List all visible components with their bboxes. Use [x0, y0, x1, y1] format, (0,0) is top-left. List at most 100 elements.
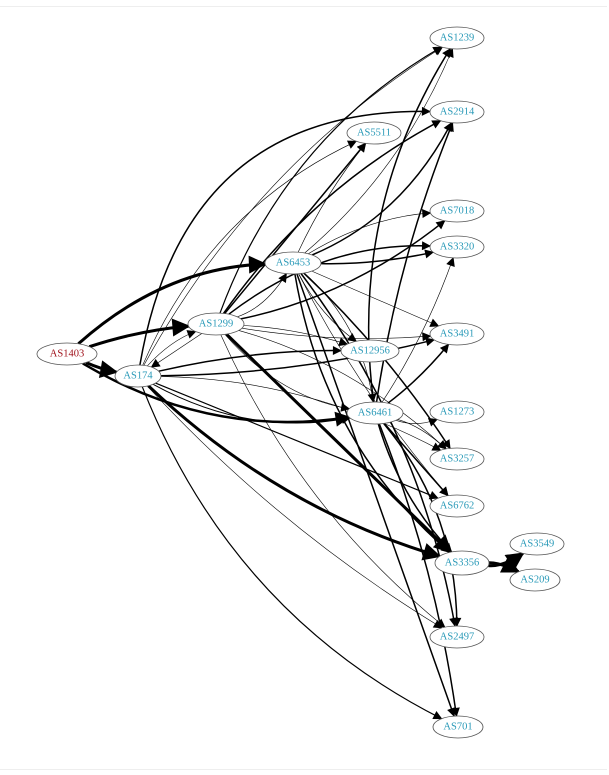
- edge-AS174-AS2497: [147, 385, 443, 629]
- node-ellipse: [36, 342, 98, 366]
- edge-AS6461-AS3491: [387, 343, 450, 404]
- node-label: AS1299: [199, 319, 233, 330]
- node-AS1403[interactable]: AS1403: [36, 342, 98, 366]
- edge-AS6461-AS3356: [377, 423, 453, 553]
- node-AS6762[interactable]: AS6762: [429, 494, 485, 518]
- edge-AS1299-AS1239: [219, 46, 443, 314]
- node-ellipse: [340, 339, 400, 363]
- nodes-layer: AS1403 AS174 AS1299 AS6453 AS5511 AS12956 AS64…: [36, 26, 565, 739]
- edge-AS1299-AS3257: [238, 330, 447, 450]
- edge-AS6461-AS3257: [397, 419, 447, 450]
- node-AS3257[interactable]: AS3257: [429, 447, 485, 471]
- node-ellipse: [429, 400, 485, 424]
- node-ellipse: [429, 322, 485, 346]
- edge-AS174-AS701: [141, 386, 443, 720]
- node-ellipse: [346, 401, 404, 425]
- edge-AS1299-AS174: [150, 333, 202, 368]
- edge-AS1299-AS3491: [241, 327, 432, 342]
- edge-AS174-AS2914: [139, 106, 431, 366]
- node-AS6461[interactable]: AS6461: [346, 401, 404, 425]
- node-ellipse: [509, 568, 561, 592]
- edge-AS1403-AS6453: [77, 255, 267, 345]
- edge-AS1403-AS174: [85, 360, 119, 379]
- edge-AS174-AS3257: [160, 376, 442, 451]
- node-AS2914[interactable]: AS2914: [429, 100, 485, 124]
- edge-AS1299-AS5511: [224, 142, 366, 314]
- node-AS1273[interactable]: AS1273: [429, 400, 485, 424]
- node-AS2497[interactable]: AS2497: [429, 625, 485, 649]
- node-label: AS2497: [440, 632, 474, 643]
- node-ellipse: [429, 625, 485, 649]
- edge-AS6453-AS12956: [298, 273, 358, 342]
- node-AS3491[interactable]: AS3491: [429, 322, 485, 346]
- node-AS5511[interactable]: AS5511: [346, 121, 402, 145]
- node-label: AS6461: [358, 408, 392, 419]
- edge-AS174-AS3491: [160, 337, 435, 377]
- node-AS3356[interactable]: AS3356: [434, 550, 490, 576]
- node-ellipse: [429, 447, 485, 471]
- node-AS174[interactable]: AS174: [114, 364, 162, 388]
- node-ellipse: [187, 312, 245, 336]
- node-ellipse: [434, 550, 490, 576]
- edge-AS6453-AS701: [296, 273, 456, 717]
- node-AS6453[interactable]: AS6453: [264, 251, 322, 275]
- edge-AS6453-AS1239: [304, 47, 454, 254]
- node-label: AS7018: [440, 206, 474, 217]
- node-AS701[interactable]: AS701: [432, 715, 484, 739]
- node-label: AS5511: [357, 128, 391, 139]
- edge-AS6453-AS2497: [300, 273, 458, 627]
- node-ellipse: [346, 121, 402, 145]
- node-label: AS1239: [440, 33, 474, 44]
- node-label: AS1403: [50, 349, 84, 360]
- edge-AS6453-AS5511: [297, 142, 367, 253]
- node-ellipse: [429, 100, 485, 124]
- edge-AS174-AS1239: [143, 46, 444, 366]
- edge-AS6453-AS7018: [308, 208, 432, 255]
- edge-AS6453-AS3356: [294, 273, 451, 553]
- edge-AS1299-AS6461: [224, 334, 351, 412]
- edge-AS6461-AS701: [378, 423, 460, 717]
- node-label: AS1273: [440, 407, 474, 418]
- edge-AS6461-AS2497: [383, 423, 462, 627]
- node-label: AS3491: [440, 329, 474, 340]
- node-label: AS6762: [440, 501, 474, 512]
- edge-AS1299-AS6453: [237, 272, 287, 318]
- graph-frame: [0, 6, 607, 770]
- edge-AS6461-AS2914: [375, 122, 454, 403]
- edge-AS1299-AS7018: [240, 220, 446, 320]
- node-ellipse: [429, 26, 485, 50]
- node-ellipse: [429, 199, 485, 223]
- node-label: AS3356: [445, 558, 479, 569]
- edges-layer: [77, 46, 525, 720]
- edge-AS3356-AS209: [488, 556, 521, 574]
- node-label: AS12956: [350, 346, 390, 357]
- node-AS1299[interactable]: AS1299: [187, 312, 245, 336]
- edge-AS174-AS12956: [158, 346, 342, 372]
- node-label: AS209: [520, 575, 549, 586]
- edge-AS6461-AS6762: [383, 422, 449, 497]
- edge-AS1299-AS2914: [222, 120, 442, 314]
- node-AS209[interactable]: AS209: [509, 568, 561, 592]
- edge-AS6453-AS6762: [298, 273, 449, 497]
- edge-AS6453-AS3491: [311, 270, 440, 327]
- node-ellipse: [264, 251, 322, 275]
- node-AS1239[interactable]: AS1239: [429, 26, 485, 50]
- node-label: AS174: [123, 371, 153, 382]
- edge-AS174-AS5511: [142, 140, 358, 366]
- edge-AS1403-AS1299: [88, 318, 191, 349]
- node-ellipse: [114, 364, 162, 388]
- node-ellipse: [429, 235, 485, 259]
- node-ellipse: [509, 532, 565, 556]
- node-AS7018[interactable]: AS7018: [429, 199, 485, 223]
- node-AS3549[interactable]: AS3549: [509, 532, 565, 556]
- node-AS3320[interactable]: AS3320: [429, 235, 485, 259]
- edge-AS174-AS6461: [152, 383, 351, 424]
- edge-AS6453-AS2914: [311, 122, 453, 256]
- node-label: AS701: [443, 722, 472, 733]
- edge-AS174-AS1299: [147, 330, 197, 367]
- node-label: AS3549: [520, 539, 554, 550]
- node-ellipse: [432, 715, 484, 739]
- node-label: AS6453: [276, 258, 310, 269]
- node-AS12956[interactable]: AS12956: [340, 339, 400, 363]
